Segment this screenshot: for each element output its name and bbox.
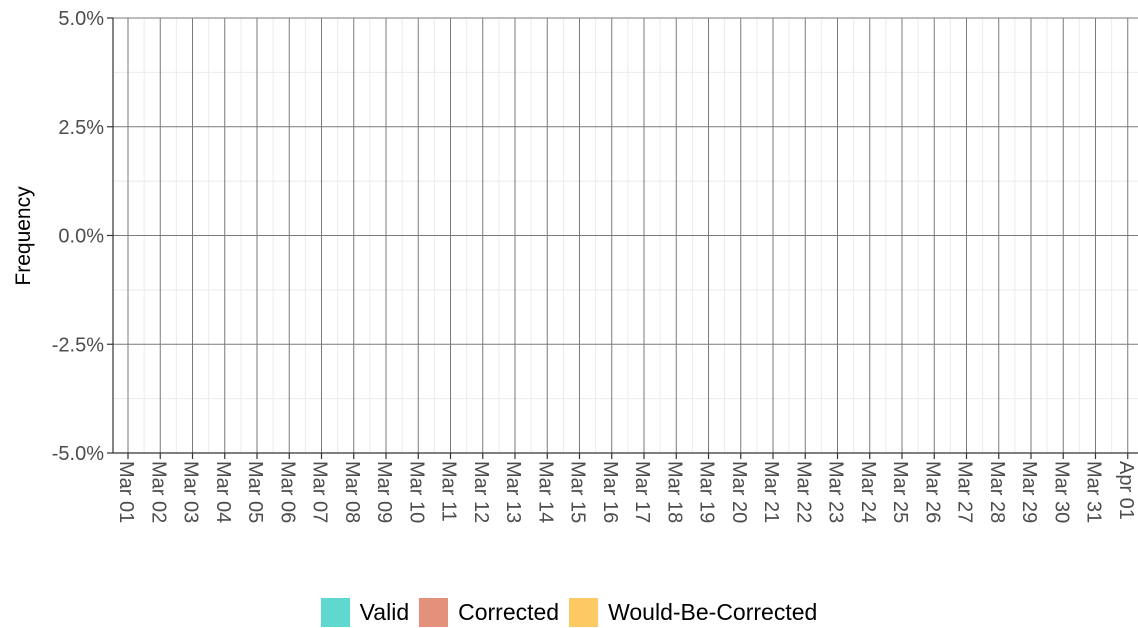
y-tick-label: -2.5% (52, 334, 104, 356)
x-tick-label: Mar 04 (212, 461, 234, 523)
x-tick-label: Mar 16 (599, 461, 621, 523)
y-tick-label: 2.5% (58, 117, 104, 139)
y-tick-labels: -5.0% -2.5% 0.0% 2.5% 5.0% (52, 8, 104, 465)
x-tick-label: Mar 08 (341, 461, 363, 523)
legend-swatch-valid (320, 597, 350, 627)
y-tick-label: 0.0% (58, 226, 104, 248)
y-tick-label: 5.0% (58, 8, 104, 30)
legend-item-would-be-corrected: Would-Be-Corrected (569, 597, 818, 627)
x-tick-label: Mar 21 (760, 461, 782, 523)
x-tick-label: Mar 28 (986, 461, 1008, 523)
y-axis-label: Frequency (12, 186, 35, 286)
x-tick-label: Mar 19 (696, 461, 718, 523)
x-tick-label: Mar 30 (1050, 461, 1072, 523)
x-tick-label: Mar 09 (373, 461, 395, 523)
legend-label-corrected: Corrected (458, 598, 560, 625)
x-tick-labels: Mar 01 Mar 02 Mar 03 Mar 04 Mar 05 Mar 06 Mar … (115, 461, 1137, 523)
legend-swatch-corrected (419, 597, 449, 627)
x-tick-label: Mar 20 (728, 461, 750, 523)
legend-swatch-would-be-corrected (569, 597, 599, 627)
x-tick-label: Mar 11 (438, 461, 460, 522)
x-tick-label: Mar 05 (244, 461, 266, 523)
x-tick-label: Apr 01 (1115, 461, 1137, 520)
legend: Valid Corrected Would-Be-Corrected (0, 596, 1138, 628)
x-tick-label: Mar 27 (954, 461, 976, 523)
x-tick-label: Mar 10 (405, 461, 427, 523)
legend-label-valid: Valid (359, 598, 410, 625)
x-tick-label: Mar 07 (309, 461, 331, 523)
x-tick-label: Mar 23 (825, 461, 847, 523)
x-tick-label: Mar 15 (567, 461, 589, 523)
x-tick-label: Mar 24 (857, 461, 879, 523)
x-tick-label: Mar 12 (470, 461, 492, 523)
x-tick-label: Mar 03 (180, 461, 202, 523)
x-tick-label: Mar 26 (921, 461, 943, 523)
x-tick-label: Mar 01 (115, 461, 137, 523)
x-tick-label: Mar 18 (663, 461, 685, 523)
axes (107, 17, 1138, 459)
major-gridlines (113, 17, 1138, 454)
x-tick-label: Mar 31 (1083, 461, 1105, 523)
x-tick-label: Mar 06 (276, 461, 298, 523)
x-tick-label: Mar 25 (889, 461, 911, 523)
legend-item-valid: Valid (320, 597, 410, 627)
x-tick-label: Mar 14 (534, 461, 556, 523)
chart: -5.0%-2.5%0.0%2.5%5.0% Mar 01 Mar 02 Mar 0… (12, 8, 1138, 523)
x-tick-label: Mar 17 (631, 461, 653, 523)
legend-item-corrected: Corrected (419, 597, 560, 627)
x-tick-label: Mar 22 (792, 461, 814, 523)
x-tick-label: Mar 29 (1018, 461, 1040, 523)
legend-label-would-be-corrected: Would-Be-Corrected (608, 598, 818, 625)
x-tick-label: Mar 02 (147, 461, 169, 523)
x-tick-label: Mar 13 (502, 461, 524, 523)
y-tick-label: -5.0% (52, 443, 104, 465)
